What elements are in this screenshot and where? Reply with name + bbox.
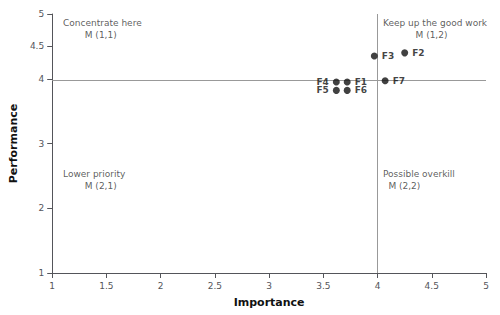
svg-text:2: 2 (38, 203, 44, 213)
svg-text:3.5: 3.5 (316, 281, 330, 291)
svg-text:F1: F1 (354, 77, 368, 87)
svg-text:F3: F3 (382, 51, 394, 61)
svg-text:1: 1 (49, 281, 55, 291)
svg-text:2: 2 (158, 281, 164, 291)
svg-text:Lower priority: Lower priority (63, 169, 126, 179)
svg-text:M (1,2): M (1,2) (416, 30, 448, 40)
svg-text:3: 3 (38, 139, 44, 149)
svg-text:3: 3 (266, 281, 272, 291)
svg-text:4.5: 4.5 (425, 281, 439, 291)
svg-text:5: 5 (483, 281, 489, 291)
svg-text:Performance: Performance (7, 104, 20, 183)
svg-text:F7: F7 (393, 76, 405, 86)
svg-text:F2: F2 (412, 48, 424, 58)
svg-text:M (2,1): M (2,1) (85, 181, 117, 191)
svg-text:1.5: 1.5 (99, 281, 113, 291)
svg-text:5: 5 (38, 9, 44, 19)
svg-text:F4: F4 (316, 77, 329, 87)
svg-text:4: 4 (375, 281, 381, 291)
svg-text:Importance: Importance (234, 296, 305, 309)
svg-text:Concentrate here: Concentrate here (63, 18, 142, 28)
svg-text:F5: F5 (316, 85, 328, 95)
svg-text:4: 4 (38, 74, 44, 84)
svg-text:F6: F6 (355, 85, 367, 95)
svg-text:Keep up the good work: Keep up the good work (383, 18, 488, 28)
svg-text:4.5: 4.5 (30, 41, 44, 51)
svg-text:1: 1 (38, 268, 44, 278)
svg-text:M (1,1): M (1,1) (85, 30, 117, 40)
svg-text:M (2,2): M (2,2) (388, 181, 420, 191)
svg-text:Possible overkill: Possible overkill (383, 169, 455, 179)
svg-text:2.5: 2.5 (208, 281, 222, 291)
